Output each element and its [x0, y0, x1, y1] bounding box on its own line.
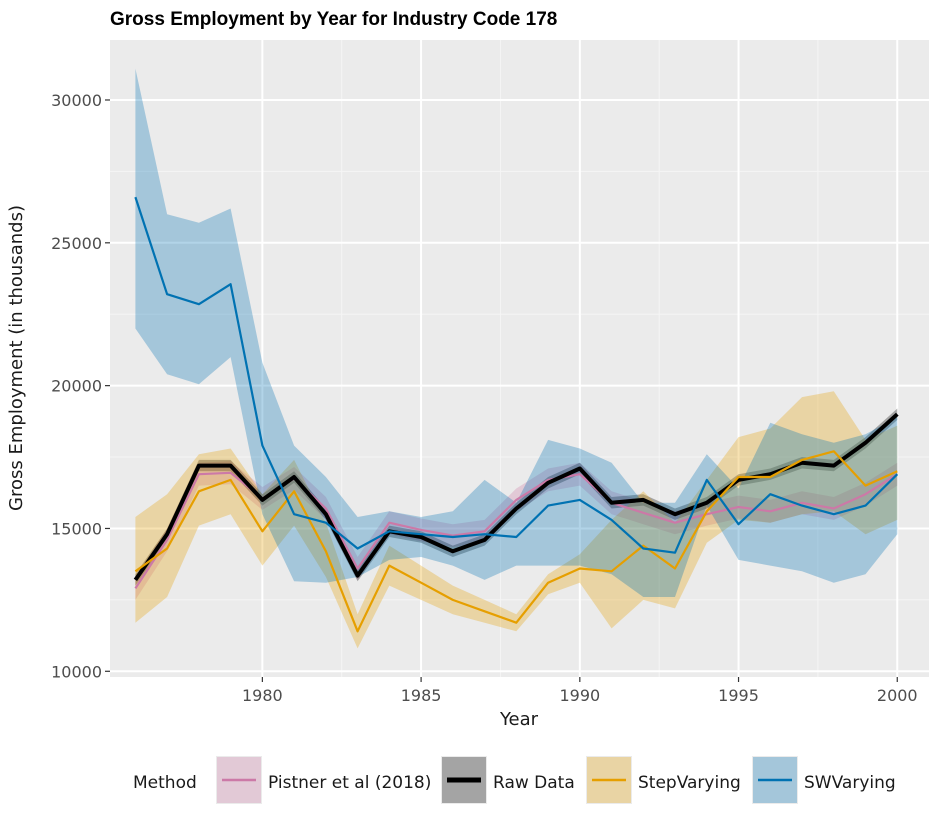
series-lines — [133, 196, 899, 633]
x-tick-label: 2000 — [877, 686, 918, 705]
y-tick-label: 25000 — [51, 234, 102, 253]
legend-label: Raw Data — [493, 773, 575, 793]
x-axis: 1980 1985 1990 1995 2000 — [242, 677, 918, 705]
y-tick-label: 20000 — [51, 377, 102, 396]
legend: Method Pistner et al (2018) Raw Data StepV… — [133, 756, 896, 804]
legend-item: StepVarying — [586, 756, 741, 804]
line-swvarying — [134, 196, 899, 554]
y-axis-label: Gross Employment (in thousands) — [6, 205, 27, 511]
legend-label: Pistner et al (2018) — [268, 773, 431, 793]
line-stepvarying — [134, 450, 898, 633]
plot-panel — [110, 40, 929, 677]
ribbon-swvarying — [135, 68, 898, 598]
legend-item: Pistner et al (2018) — [216, 756, 431, 804]
x-tick-label: 1990 — [559, 686, 600, 705]
legend-item: Raw Data — [441, 756, 575, 804]
x-tick-label: 1995 — [718, 686, 759, 705]
y-tick-label: 10000 — [51, 662, 102, 681]
legend-item: SWVarying — [752, 756, 896, 804]
legend-title: Method — [133, 773, 197, 793]
grid-lines — [110, 40, 929, 677]
y-tick-label: 15000 — [51, 519, 102, 538]
confidence-ribbons — [135, 68, 898, 649]
x-tick-label: 1980 — [242, 686, 283, 705]
y-axis: 10000 15000 20000 25000 30000 — [51, 91, 110, 681]
chart-title: Gross Employment by Year for Industry Co… — [110, 9, 557, 30]
y-tick-label: 30000 — [51, 91, 102, 110]
ribbon-stepvarying — [135, 391, 898, 649]
x-tick-label: 1985 — [401, 686, 442, 705]
line-raw-data — [133, 412, 899, 582]
legend-label: StepVarying — [638, 773, 741, 793]
legend-label: SWVarying — [804, 773, 896, 793]
x-axis-label: Year — [499, 709, 539, 730]
ribbon-pistner-et-al-2018- — [135, 461, 898, 600]
